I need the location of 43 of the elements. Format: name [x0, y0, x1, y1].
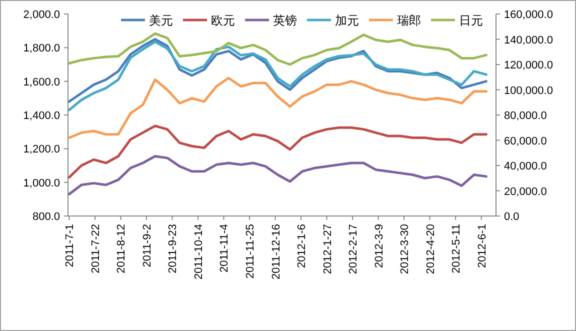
line-series [68, 76, 488, 139]
y2-tick-label: 120,000.0 [504, 60, 553, 72]
y2-tick-label: 20,000.0 [504, 186, 547, 198]
x-tick-label: 2012-5-11 [450, 224, 463, 274]
legend-label: 美元 [149, 14, 173, 28]
x-tick-label: 2011-7-1 [64, 224, 76, 268]
y-tick-label: 1,800.0 [23, 42, 60, 55]
x-tick-label: 2012-6-1 [476, 224, 488, 268]
line-series [68, 32, 488, 66]
line-series [68, 124, 488, 179]
legend-label: 加元 [335, 14, 359, 28]
y2-tick-label: 100,000.0 [504, 84, 553, 97]
legend-label: 英镑 [273, 14, 297, 28]
y2-tick-label: 40,000.0 [504, 160, 547, 172]
y2-tick-label: 60,000.0 [504, 135, 547, 148]
x-tick-label: 2011-11-25 [244, 224, 256, 279]
y-tick-label: 2,000.0 [23, 9, 60, 21]
y-tick-label: 1,200.0 [23, 144, 60, 156]
x-tick-label: 2011-7-22 [90, 224, 102, 274]
legend-label: 欧元 [211, 14, 235, 28]
x-tick-label: 2011-11-4 [218, 224, 231, 273]
y2-tick-label: 140,000.0 [504, 34, 553, 46]
x-tick-label: 2012-3-30 [399, 224, 412, 274]
x-tick-label: 2011-10-14 [192, 224, 205, 280]
y-tick-label: 800.0 [32, 211, 60, 223]
x-tick-label: 2011-12-16 [270, 224, 282, 280]
x-tick-label: 2011-9-23 [167, 224, 180, 274]
y2-tick-label: 80,000.0 [504, 110, 547, 122]
y-tick-label: 1,000.0 [23, 177, 60, 190]
x-tick-label: 2011-9-2 [141, 224, 154, 268]
x-tick-label: 2012-4-20 [424, 224, 437, 274]
y2-tick-label: 0.0 [504, 211, 520, 223]
x-tick-label: 2012-1-27 [322, 224, 334, 274]
x-tick-label: 2012-1-6 [296, 224, 308, 268]
y-tick-label: 1,600.0 [23, 76, 60, 88]
x-tick-label: 2011-8-12 [116, 224, 128, 274]
y2-tick-label: 160,000.0 [504, 9, 553, 21]
x-tick-label: 2012-3-9 [373, 224, 386, 268]
x-tick-label: 2012-2-17 [348, 224, 360, 274]
legend-label: 日元 [459, 14, 483, 28]
y-tick-label: 1,400.0 [23, 110, 60, 122]
line-series [68, 154, 488, 196]
legend-label: 瑞郎 [397, 14, 421, 28]
